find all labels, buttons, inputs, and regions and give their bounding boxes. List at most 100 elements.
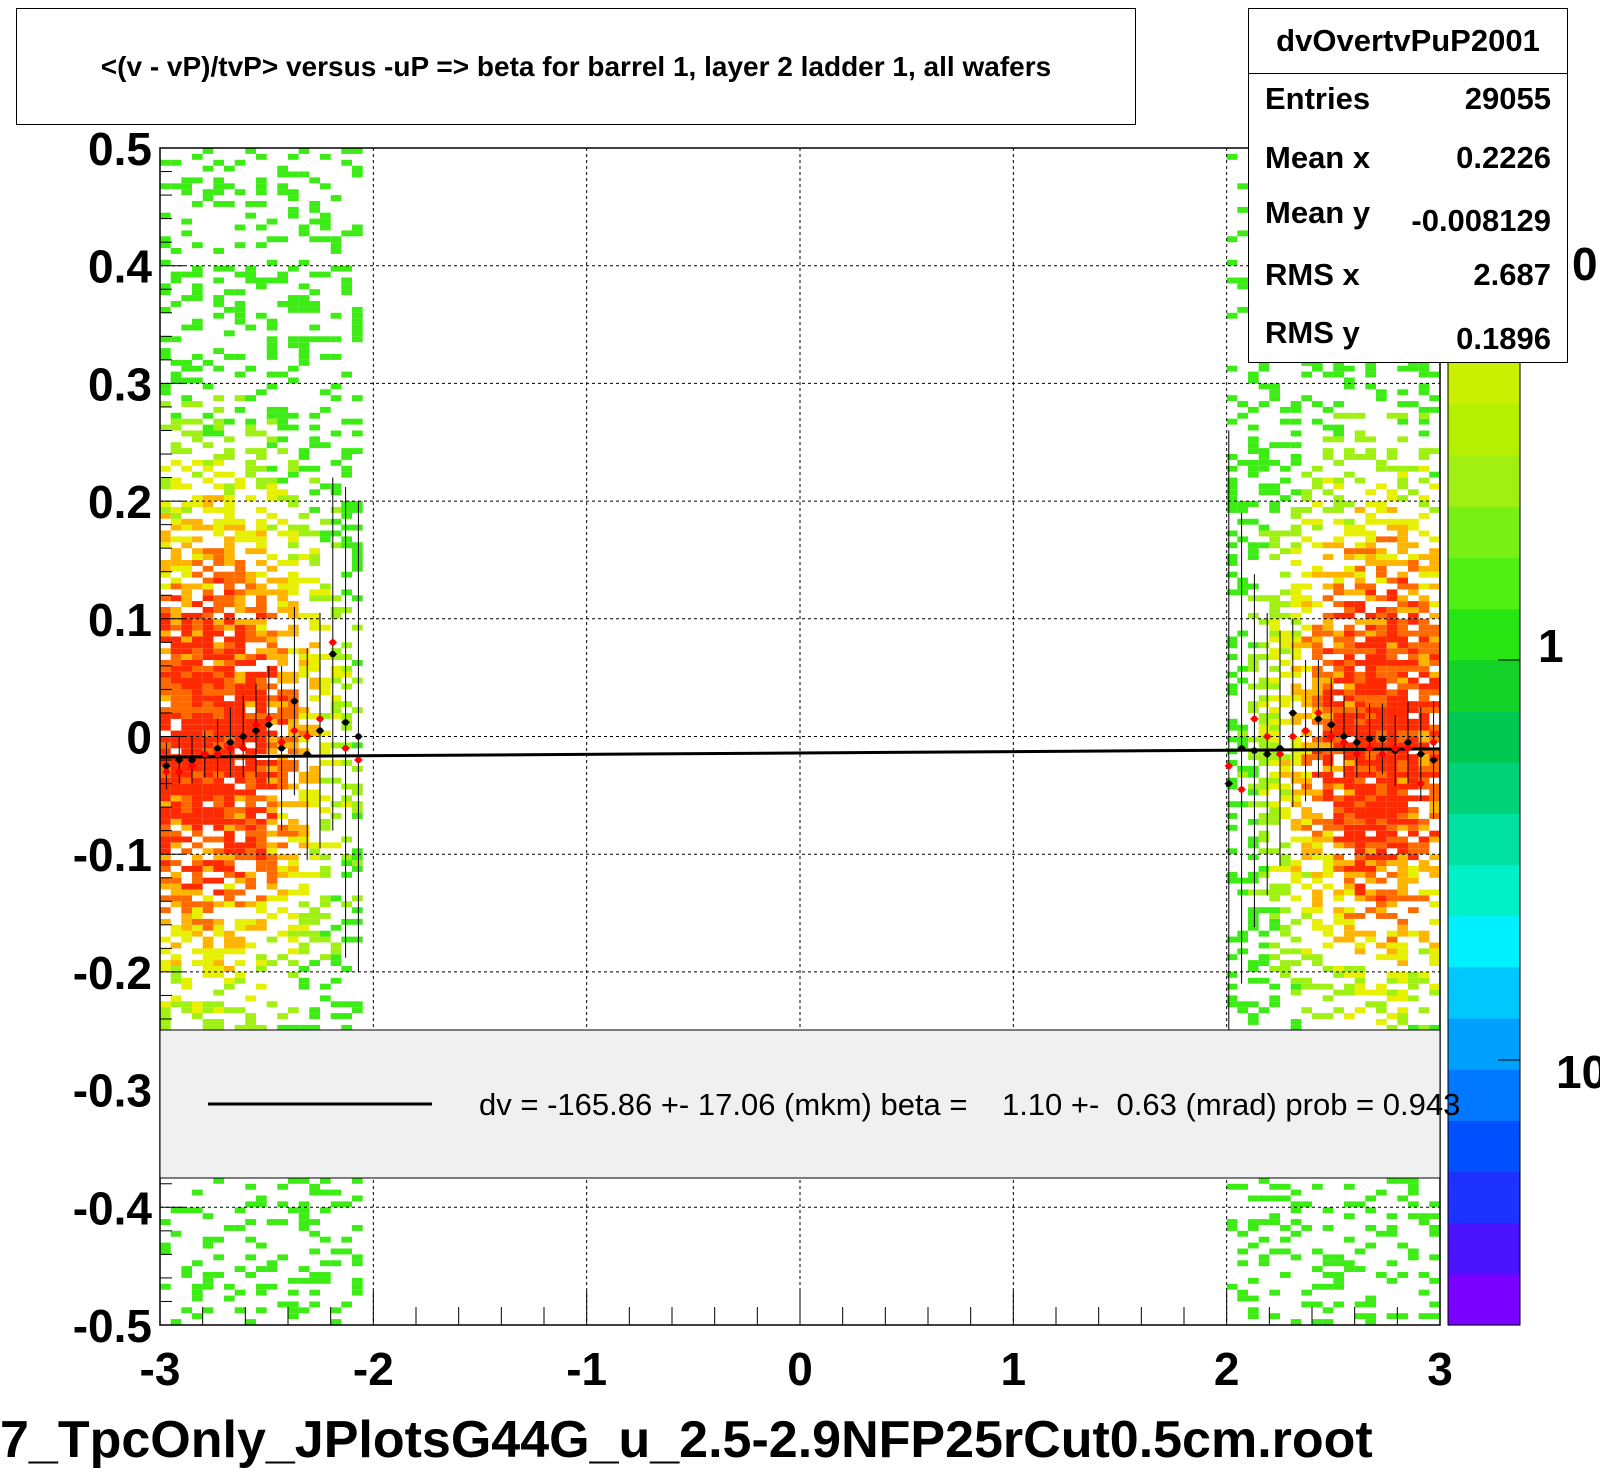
- heatmap-cell: [181, 977, 192, 984]
- heatmap-cell: [352, 1260, 363, 1267]
- heatmap-cell: [1290, 866, 1302, 872]
- heatmap-cell: [1386, 860, 1398, 866]
- heatmap-cell: [234, 242, 246, 249]
- heatmap-cell: [298, 1225, 310, 1231]
- heatmap-cell: [1429, 371, 1440, 378]
- heatmap-cell: [181, 866, 192, 872]
- heatmap-cell: [1301, 748, 1312, 755]
- heatmap-cell: [1333, 718, 1344, 725]
- heatmap-cell: [1333, 854, 1344, 861]
- heatmap-cell: [1344, 1201, 1355, 1208]
- heatmap-cell: [256, 189, 267, 196]
- heatmap-cell: [320, 406, 331, 413]
- heatmap-cell: [245, 995, 256, 1002]
- heatmap-cell: [266, 489, 278, 496]
- heatmap-cell: [1408, 730, 1419, 737]
- heatmap-cell: [1333, 612, 1344, 619]
- palette-label: 1: [1538, 620, 1564, 672]
- heatmap-cell: [1376, 630, 1387, 637]
- heatmap-cell: [1418, 930, 1430, 937]
- heatmap-cell: [1237, 1007, 1248, 1014]
- heatmap-cell: [1248, 913, 1259, 919]
- heatmap-cell: [1418, 389, 1430, 396]
- heatmap-cell: [192, 1313, 203, 1320]
- heatmap-cell: [1397, 542, 1408, 549]
- heatmap-cell: [266, 765, 278, 772]
- heatmap-cell: [1333, 689, 1344, 696]
- heatmap-cell: [266, 748, 278, 755]
- heatmap-cell: [224, 936, 235, 943]
- heatmap-cell: [192, 571, 203, 578]
- heatmap-cell: [1269, 1248, 1280, 1255]
- heatmap-cell: [1386, 607, 1398, 613]
- heatmap-cell: [1408, 842, 1419, 849]
- heatmap-cell: [298, 148, 310, 154]
- heatmap-cell: [234, 689, 246, 696]
- heatmap-cell: [1408, 877, 1419, 884]
- heatmap-cell: [1248, 1001, 1259, 1008]
- heatmap-cell: [1237, 1183, 1248, 1190]
- heatmap-cell: [1344, 860, 1355, 866]
- heatmap-cell: [1269, 813, 1280, 819]
- heatmap-cell: [170, 554, 182, 560]
- heatmap-cell: [160, 813, 171, 819]
- heatmap-cell: [1322, 830, 1334, 837]
- heatmap-cell: [298, 577, 310, 584]
- heatmap-cell: [1397, 595, 1408, 602]
- heatmap-cell: [1344, 883, 1355, 890]
- heatmap-cell: [1397, 954, 1408, 961]
- heatmap-cell: [1301, 848, 1312, 855]
- heatmap-cell: [1248, 660, 1259, 666]
- heatmap-cell: [288, 860, 299, 866]
- heatmap-cell: [1365, 518, 1376, 525]
- heatmap-cell: [298, 707, 310, 713]
- heatmap-cell: [1248, 918, 1259, 925]
- heatmap-cell: [1237, 730, 1248, 737]
- heatmap-cell: [213, 783, 224, 790]
- heatmap-cell: [1408, 1183, 1419, 1190]
- heatmap-cell: [1322, 583, 1334, 590]
- heatmap-cell: [1333, 571, 1344, 578]
- heatmap-cell: [352, 1289, 363, 1296]
- heatmap-cell: [224, 830, 235, 837]
- heatmap-cell: [160, 565, 171, 572]
- heatmap-cell: [1344, 889, 1355, 896]
- heatmap-cell: [1429, 395, 1440, 402]
- heatmap-cell: [1269, 889, 1280, 896]
- heatmap-cell: [288, 713, 299, 719]
- heatmap-cell: [1365, 648, 1376, 655]
- heatmap-cell: [298, 901, 310, 908]
- heatmap-cell: [1344, 654, 1355, 660]
- heatmap-cell: [1312, 960, 1323, 966]
- heatmap-cell: [1354, 1301, 1366, 1308]
- heatmap-cell: [298, 836, 310, 843]
- heatmap-cell: [234, 530, 246, 537]
- heatmap-cell: [1280, 612, 1291, 619]
- heatmap-cell: [288, 1207, 299, 1214]
- heatmap-cell: [181, 636, 192, 643]
- heatmap-cell: [1322, 713, 1334, 719]
- heatmap-cell: [192, 871, 203, 878]
- heatmap-cell: [1226, 571, 1238, 578]
- heatmap-cell: [1312, 1301, 1323, 1308]
- heatmap-cell: [1248, 789, 1259, 796]
- heatmap-cell: [1365, 936, 1376, 943]
- heatmap-cell: [1248, 783, 1259, 790]
- heatmap-cell: [288, 560, 299, 566]
- heatmap-cell: [309, 713, 320, 719]
- heatmap-cell: [160, 583, 171, 590]
- heatmap-cell: [1280, 1195, 1291, 1202]
- heatmap-cell: [1301, 713, 1312, 719]
- heatmap-cell: [170, 942, 182, 949]
- heatmap-cell: [256, 507, 267, 513]
- heatmap-cell: [309, 424, 320, 431]
- heatmap-cell: [192, 518, 203, 525]
- heatmap-cell: [1344, 989, 1355, 996]
- heatmap-cell: [256, 848, 267, 855]
- heatmap-cell: [277, 589, 288, 596]
- heatmap-cell: [1397, 848, 1408, 855]
- heatmap-cell: [213, 724, 224, 731]
- heatmap-cell: [1333, 824, 1344, 831]
- heatmap-cell: [341, 642, 352, 649]
- heatmap-cell: [170, 883, 182, 890]
